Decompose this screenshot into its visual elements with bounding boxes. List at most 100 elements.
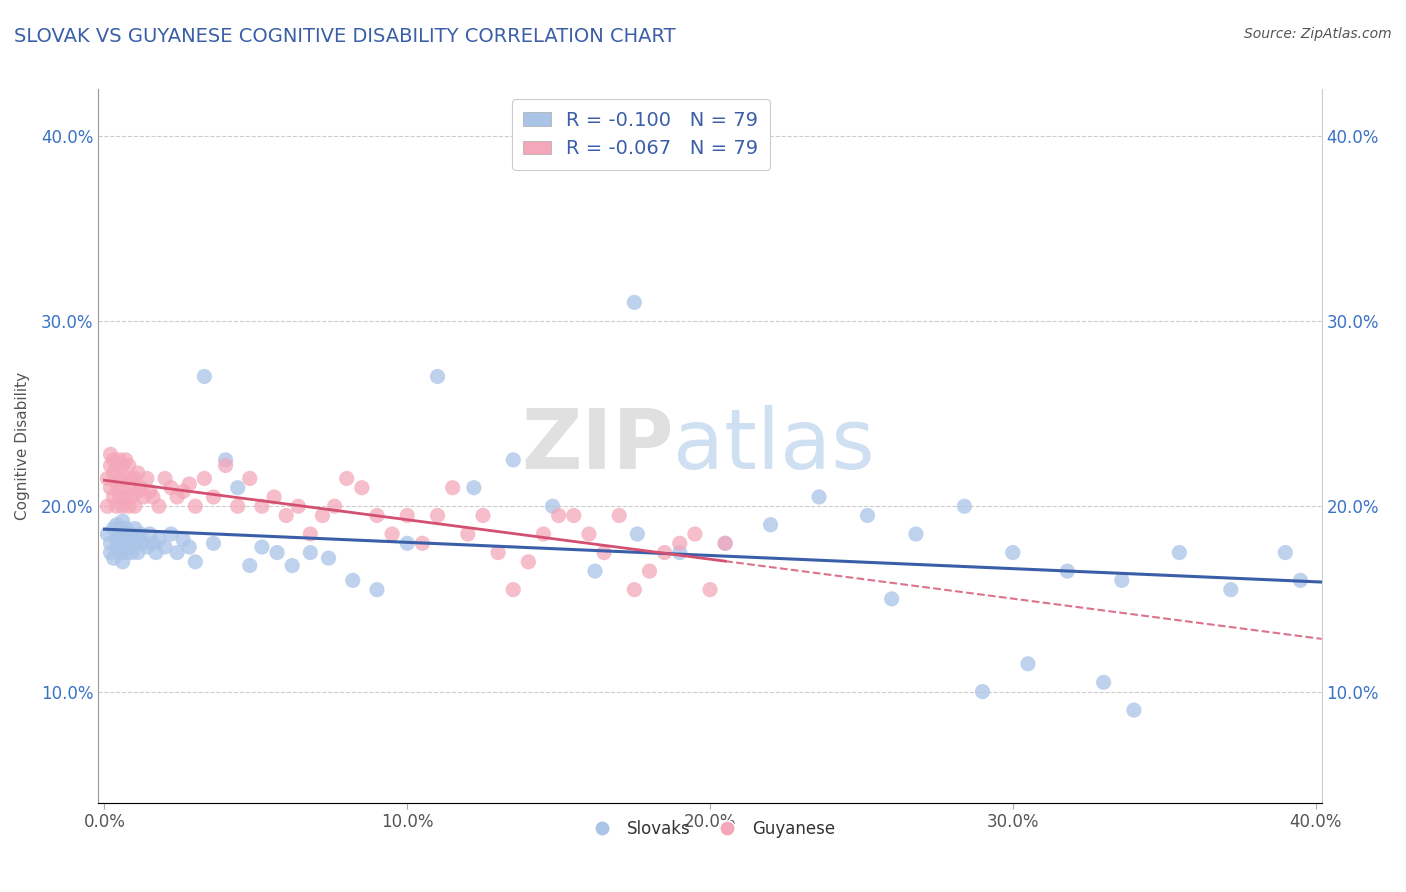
Point [139,527,162,541]
Point [350,481,373,495]
Point [202,490,225,504]
Point [426,369,449,384]
Point [1001,545,1024,559]
Point [114,521,136,535]
Point [1274,545,1296,559]
Point [108,531,131,545]
Point [111,481,134,495]
Point [103,521,125,535]
Point [105,458,128,473]
Point [121,545,143,559]
Point [135,471,157,485]
Point [100,536,122,550]
Point [856,508,879,523]
Point [184,500,207,514]
Point [381,527,404,541]
Point [127,466,149,480]
Point [153,471,176,485]
Point [486,545,509,559]
Point [160,527,183,541]
Text: Source: ZipAtlas.com: Source: ZipAtlas.com [1244,27,1392,41]
Point [129,527,152,541]
Point [808,490,831,504]
Point [668,536,690,550]
Point [396,536,419,550]
Point [105,533,128,547]
Point [263,490,285,504]
Point [139,484,162,499]
Point [953,500,976,514]
Point [668,545,690,559]
Point [148,500,170,514]
Point [607,508,630,523]
Point [100,447,122,461]
Point [153,540,176,554]
Point [118,536,141,550]
Point [287,500,309,514]
Point [108,521,131,535]
Point [105,540,128,554]
Point [323,500,346,514]
Point [1289,574,1312,588]
Point [699,582,721,597]
Point [135,540,157,554]
Point [114,533,136,547]
Point [239,558,262,573]
Point [683,527,706,541]
Point [142,490,165,504]
Point [114,453,136,467]
Point [517,555,540,569]
Point [502,453,524,467]
Point [100,481,122,495]
Point [96,471,118,485]
Point [541,500,564,514]
Point [124,536,146,550]
Point [160,481,183,495]
Point [1122,703,1144,717]
Point [108,545,131,559]
Point [342,574,364,588]
Point [638,564,661,578]
Text: SLOVAK VS GUYANESE COGNITIVE DISABILITY CORRELATION CHART: SLOVAK VS GUYANESE COGNITIVE DISABILITY … [14,27,676,45]
Point [127,545,149,559]
Point [103,551,125,566]
Point [759,517,782,532]
Point [626,527,648,541]
Point [1168,545,1191,559]
Text: atlas: atlas [673,406,875,486]
Point [1017,657,1039,671]
Point [127,484,149,499]
Point [166,545,188,559]
Point [593,545,616,559]
Point [193,471,215,485]
Point [132,490,155,504]
Point [114,471,136,485]
Text: ZIP: ZIP [520,406,673,486]
Y-axis label: Cognitive Disability: Cognitive Disability [15,372,30,520]
Point [179,540,201,554]
Point [166,490,188,504]
Point [103,453,125,467]
Point [184,555,207,569]
Point [502,582,524,597]
Point [463,481,485,495]
Point [179,477,201,491]
Point [108,453,131,467]
Point [142,536,165,550]
Point [441,481,464,495]
Point [1219,582,1241,597]
Point [121,471,143,485]
Point [124,500,146,514]
Point [118,540,141,554]
Point [396,508,419,523]
Point [623,582,645,597]
Point [202,536,225,550]
Legend: Slovaks, Guyanese: Slovaks, Guyanese [578,814,842,845]
Point [100,545,122,559]
Point [129,481,152,495]
Point [226,481,249,495]
Point [533,527,555,541]
Point [111,500,134,514]
Point [336,471,359,485]
Point [583,564,606,578]
